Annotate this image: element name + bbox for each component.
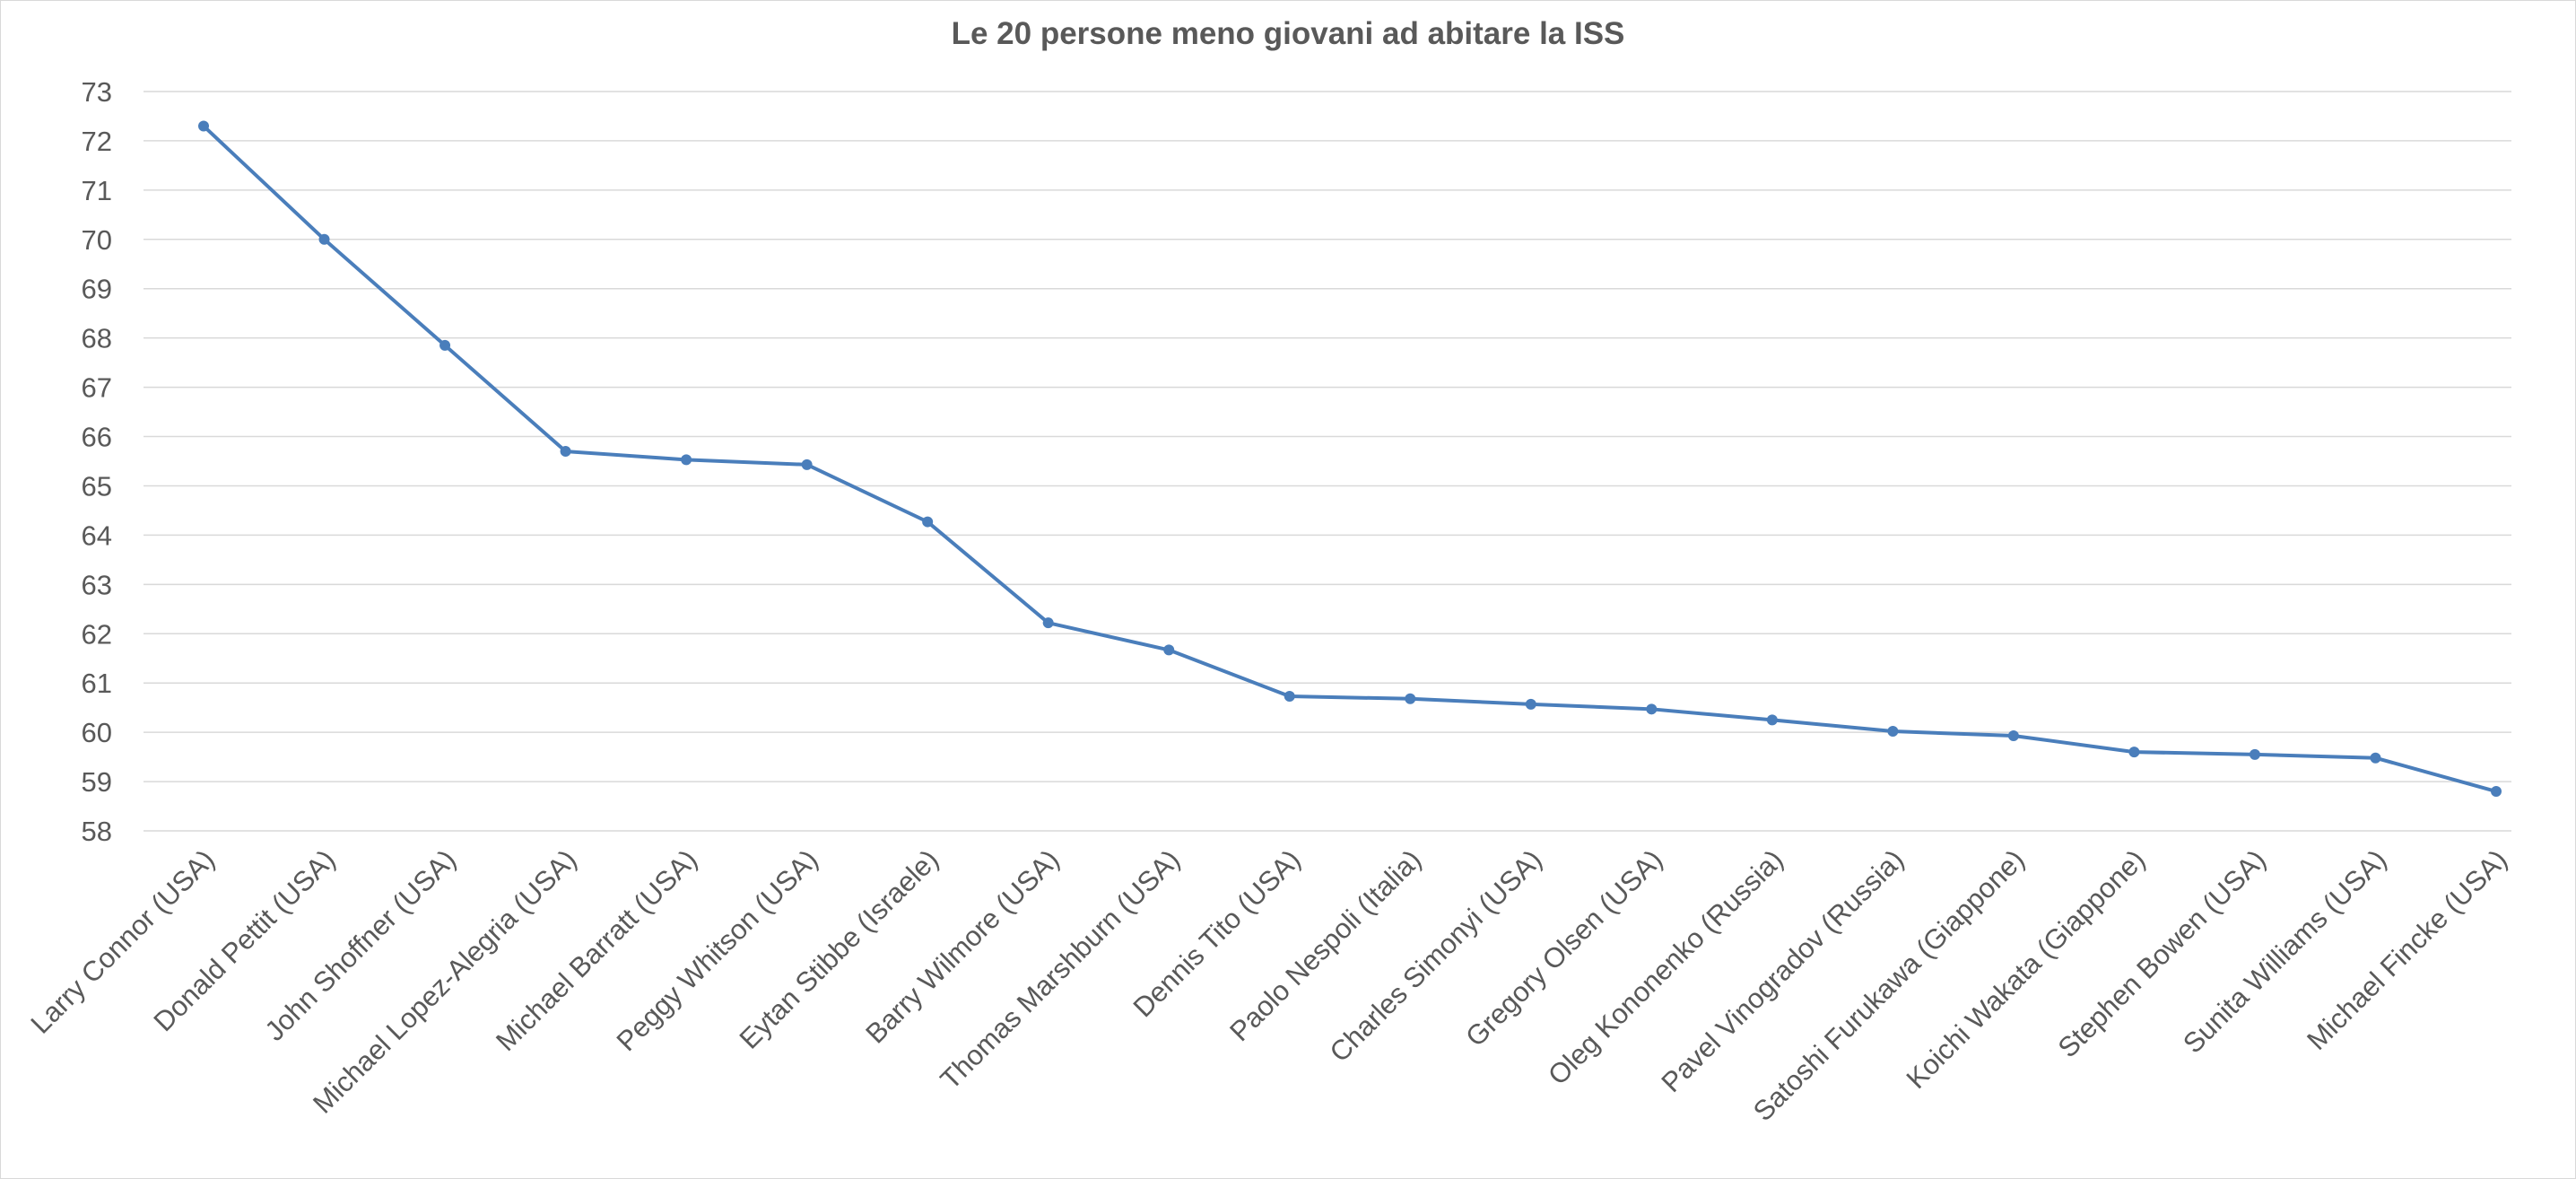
data-point <box>922 516 934 528</box>
y-tick-label: 59 <box>82 766 112 798</box>
data-point <box>1284 691 1295 703</box>
y-axis-ticks: 58 59 60 61 62 63 64 65 66 67 68 69 70 71 72 73 <box>82 76 112 847</box>
data-point <box>439 339 451 351</box>
chart-title: Le 20 persone meno giovani ad abitare la… <box>951 16 1625 51</box>
x-tick-label: Pavel Vinogradov (Russia) <box>1655 843 1910 1098</box>
series-line <box>202 124 2497 793</box>
data-point <box>1887 726 1899 738</box>
data-point <box>1405 693 1416 704</box>
x-tick-label: Michael Fincke (USA) <box>2301 843 2513 1056</box>
x-tick-label: Eytan Stibbe (Israele) <box>734 843 945 1055</box>
x-tick-label: Michael Barratt (USA) <box>490 843 703 1057</box>
data-point <box>198 120 209 132</box>
x-tick-label: Oleg Kononenko (Russia) <box>1542 843 1789 1091</box>
y-tick-label: 60 <box>82 717 112 748</box>
y-tick-label: 71 <box>82 175 112 206</box>
data-point <box>2128 747 2140 758</box>
y-tick-label: 58 <box>82 816 112 847</box>
x-tick-label: Peggy Whitson (USA) <box>611 843 824 1057</box>
data-point <box>318 233 330 245</box>
y-tick-label: 61 <box>82 668 112 699</box>
data-point <box>1766 714 1778 726</box>
x-axis-ticks: Larry Connor (USA)Donald Pettit (USA)Joh… <box>25 843 2513 1127</box>
x-tick-label: Charles Simonyi (USA) <box>1324 843 1548 1068</box>
x-tick-label: Koichi Wakata (Giappone) <box>1901 843 2152 1095</box>
series <box>198 120 2502 798</box>
data-point <box>681 454 692 466</box>
data-point <box>560 446 571 458</box>
data-point <box>801 458 813 470</box>
y-tick-label: 68 <box>82 323 112 354</box>
y-tick-label: 67 <box>82 372 112 404</box>
y-tick-label: 69 <box>82 274 112 305</box>
y-tick-label: 72 <box>82 126 112 157</box>
y-tick-label: 63 <box>82 569 112 600</box>
x-tick-label: Michael Lopez-Alegria (USA) <box>307 843 582 1119</box>
y-tick-label: 62 <box>82 618 112 650</box>
gridlines <box>144 91 2511 832</box>
x-tick-label: Gregory Olsen (USA) <box>1459 843 1668 1052</box>
data-point <box>1042 617 1054 629</box>
data-point <box>1525 698 1536 710</box>
y-tick-label: 70 <box>82 224 112 256</box>
data-point <box>2249 748 2260 760</box>
data-point <box>2370 752 2381 764</box>
y-tick-label: 73 <box>82 76 112 108</box>
data-point <box>2491 786 2502 798</box>
y-tick-label: 64 <box>82 520 112 551</box>
data-point <box>1646 703 1658 715</box>
x-tick-label: Stephen Bowen (USA) <box>2052 843 2272 1063</box>
y-tick-label: 66 <box>82 422 112 453</box>
data-point <box>2007 729 2019 741</box>
x-tick-label: Thomas Marshburn (USA) <box>935 843 1187 1096</box>
data-point <box>1163 644 1175 656</box>
y-tick-label: 65 <box>82 470 112 502</box>
x-tick-label: Sunita Williams (USA) <box>2177 843 2392 1059</box>
